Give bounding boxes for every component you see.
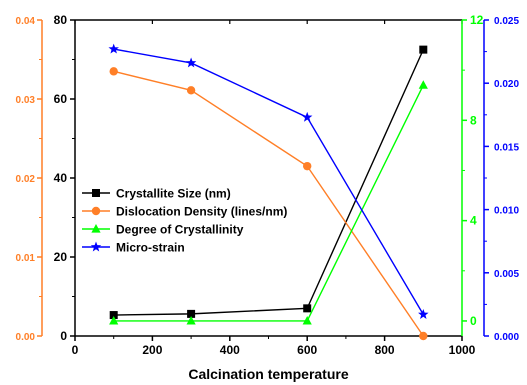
data-point [108, 43, 119, 54]
left-orange-tick-label: 0.02 [16, 174, 36, 185]
series-line [113, 48, 424, 315]
x-tick-label: 600 [297, 343, 317, 357]
data-point [418, 80, 428, 89]
left-black-tick-label: 40 [54, 171, 68, 185]
data-point [418, 309, 429, 319]
left-black-tick-label: 20 [54, 250, 68, 264]
right-green-tick-label: 12 [470, 13, 484, 27]
axes-layer: 0 200 400 600 800 10000204060800.000.010.020.… [16, 13, 520, 357]
data-point [301, 111, 313, 122]
legend: Crystallite Size (nm) Dislocation Density… [82, 187, 287, 255]
right-blue-tick-label: 0.015 [494, 142, 519, 153]
right-blue-tick-label: 0.005 [494, 269, 519, 280]
right-blue-tick-label: 0.025 [494, 16, 519, 27]
x-tick-label: 1000 [449, 343, 476, 357]
series-layer [108, 43, 429, 341]
legend-label: Degree of Crystallinity [116, 223, 244, 237]
data-point [419, 45, 428, 54]
data-point [109, 67, 118, 76]
series-2 [109, 80, 428, 325]
right-blue-tick-label: 0.010 [494, 206, 519, 217]
series-line [113, 84, 424, 322]
left-orange-tick-label: 0.01 [16, 253, 36, 264]
left-orange-tick-label: 0.04 [16, 16, 36, 27]
data-point [302, 315, 312, 325]
right-blue-tick-label: 0.020 [494, 79, 519, 90]
right-green-tick-label: 8 [470, 113, 477, 127]
legend-marker [91, 206, 101, 216]
data-point [186, 315, 196, 325]
right-green-tick-label: 0 [470, 314, 477, 328]
left-black-tick-label: 0 [60, 329, 67, 343]
legend-entry: Dislocation Density (lines/nm) [82, 205, 287, 219]
series-line [113, 70, 424, 337]
legend-label: Micro-strain [116, 241, 185, 255]
legend-entry: Micro-strain [82, 241, 185, 255]
data-point [185, 57, 197, 68]
left-orange-tick-label: 0.03 [16, 95, 36, 106]
legend-marker [92, 189, 100, 197]
data-point [109, 311, 118, 320]
left-orange-tick-label: 0.00 [16, 332, 36, 343]
series-1 [109, 67, 428, 341]
legend-marker [91, 224, 101, 233]
x-tick-label: 200 [142, 343, 162, 357]
legend-label: Crystallite Size (nm) [116, 187, 231, 201]
legend-marker [90, 241, 102, 252]
legend-entry: Crystallite Size (nm) [82, 187, 231, 201]
x-tick-label: 0 [72, 343, 79, 357]
data-point [109, 315, 119, 325]
series-line [113, 49, 424, 316]
left-black-tick-label: 80 [54, 13, 68, 27]
data-point [186, 86, 196, 95]
right-blue-tick-label: 0.000 [494, 332, 519, 343]
data-point [303, 161, 312, 171]
data-point [187, 309, 196, 318]
x-axis-title: Calcination temperature [188, 366, 348, 382]
series-3 [108, 43, 429, 319]
legend-label: Dislocation Density (lines/nm) [116, 205, 287, 219]
data-point [419, 331, 428, 341]
series-0 [109, 45, 428, 320]
legend-entry: Degree of Crystallinity [82, 223, 244, 237]
data-point [303, 304, 312, 313]
x-tick-label: 400 [220, 343, 240, 357]
left-black-tick-label: 60 [54, 92, 68, 106]
x-tick-label: 800 [375, 343, 395, 357]
right-green-tick-label: 4 [470, 214, 477, 228]
